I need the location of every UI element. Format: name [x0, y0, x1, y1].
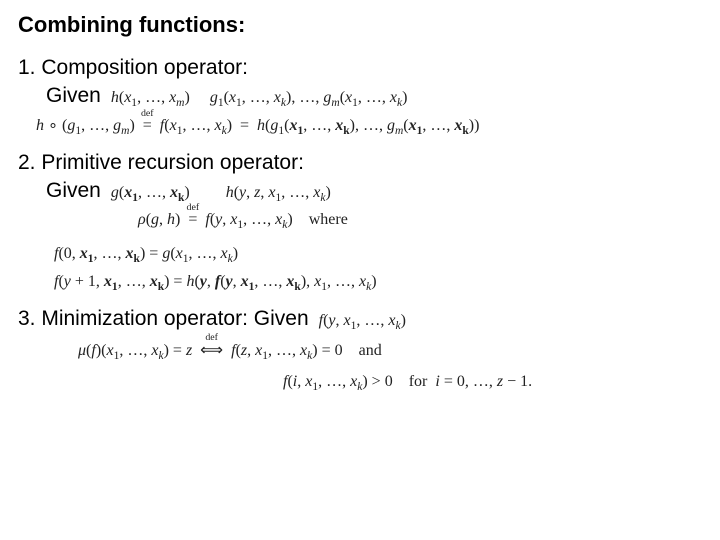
section-recursion: 2. Primitive recursion operator: Given g…: [18, 151, 702, 293]
def-label: def: [205, 333, 218, 343]
recursion-heading: 2. Primitive recursion operator:: [18, 151, 702, 175]
composition-given-row: Given h(x1, …, xm) g1(x1, …, xk), …, gm(…: [46, 84, 702, 109]
def-label: def: [187, 203, 200, 213]
section-minimization: 3. Minimization operator: Given f(y, x1,…: [18, 307, 702, 393]
minimization-given-math: f(y, x1, …, xk): [319, 312, 406, 332]
recursion-definition: ρ(g, h) = def f(y, x1, …, xk) where: [138, 211, 702, 231]
composition-given-math: h(x1, …, xm) g1(x1, …, xk), …, gm(x1, …,…: [111, 89, 408, 109]
page-title: Combining functions:: [18, 12, 702, 38]
minimization-definition: μ(f)(x1, …, xk) = z ⟺def f(z, x1, …, xk)…: [78, 342, 702, 362]
def-label: def: [141, 109, 154, 119]
composition-given-label: Given: [46, 84, 101, 108]
section-composition: 1. Composition operator: Given h(x1, …, …: [18, 56, 702, 137]
minimization-heading: 3. Minimization operator: Given: [18, 307, 309, 331]
minimization-heading-row: 3. Minimization operator: Given f(y, x1,…: [18, 307, 702, 332]
recursion-line-b: f(y + 1, x1, …, xk) = h(y, f(y, x1, …, x…: [54, 273, 702, 293]
recursion-given-math: g(x1, …, xk) h(y, z, x1, …, xk): [111, 184, 331, 204]
composition-definition: h ∘ (g1, …, gm) = def f(x1, …, xk) = h(g…: [36, 115, 702, 137]
recursion-given-label: Given: [46, 179, 101, 203]
composition-heading: 1. Composition operator:: [18, 56, 702, 80]
recursion-line-a: f(0, x1, …, xk) = g(x1, …, xk): [54, 245, 702, 265]
recursion-given-row: Given g(x1, …, xk) h(y, z, x1, …, xk): [46, 179, 702, 204]
minimization-line-b: f(i, x1, …, xk) > 0 for i = 0, …, z − 1.: [283, 373, 702, 393]
